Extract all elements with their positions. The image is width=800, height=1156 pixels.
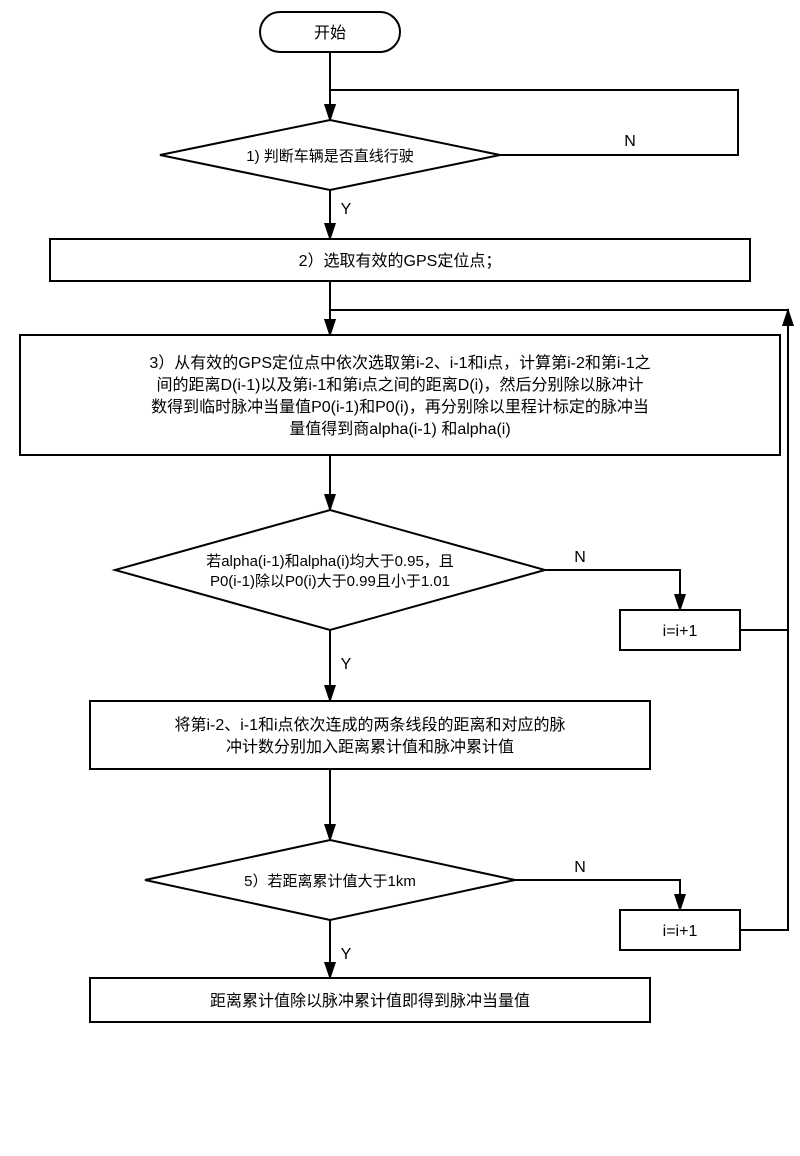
node-label-line: 量值得到商alpha(i-1) 和alpha(i)	[289, 420, 510, 438]
node-label-line: 距离累计值除以脉冲累计值即得到脉冲当量值	[210, 992, 530, 1010]
edge-label: Y	[341, 946, 352, 963]
node-label-line: 2）选取有效的GPS定位点；	[299, 252, 502, 270]
node-label-line: 1) 判断车辆是否直线行驶	[246, 148, 414, 165]
node-label-line: 若alpha(i-1)和alpha(i)均大于0.95，且	[206, 553, 454, 570]
node-label-line: 3）从有效的GPS定位点中依次选取第i-2、i-1和i点，计算第i-2和第i-1…	[149, 353, 650, 372]
edge-label: Y	[341, 656, 352, 673]
node-label-line: i=i+1	[663, 623, 698, 640]
decision-node	[115, 510, 545, 630]
node-label-line: 间的距离D(i-1)以及第i-1和第i点之间的距离D(i)，然后分别除以脉冲计	[156, 376, 643, 394]
node-label-line: 冲计数分别加入距离累计值和脉冲累计值	[226, 738, 514, 756]
flow-edge	[515, 880, 680, 910]
node-label-line: P0(i-1)除以P0(i)大于0.99且小于1.01	[210, 573, 450, 590]
node-label-line: 将第i-2、i-1和i点依次连成的两条线段的距离和对应的脉	[174, 715, 565, 734]
edge-label: Y	[341, 201, 352, 218]
node-label: 开始	[314, 24, 346, 42]
flow-edge	[545, 570, 680, 610]
edge-label: N	[574, 859, 586, 876]
process-node	[90, 701, 650, 769]
node-label-line: 数得到临时脉冲当量值P0(i-1)和P0(i)，再分别除以里程计标定的脉冲当	[151, 398, 649, 416]
edge-label: N	[624, 133, 636, 150]
node-label-line: 5）若距离累计值大于1km	[244, 873, 416, 890]
edge-label: N	[574, 549, 586, 566]
node-label-line: i=i+1	[663, 923, 698, 940]
